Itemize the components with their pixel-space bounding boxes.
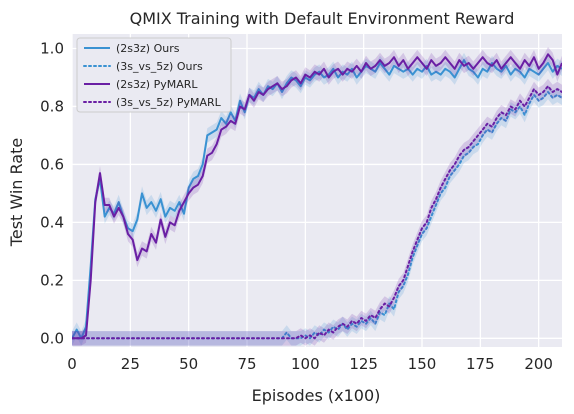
series-line	[72, 85, 562, 340]
x-tick-label: 175	[466, 355, 495, 373]
legend-box	[76, 37, 232, 113]
x-tick-label: 200	[524, 355, 553, 373]
series-line	[72, 53, 562, 340]
y-tick-label: 0.8	[40, 97, 64, 115]
y-tick-label: 0.4	[40, 213, 64, 231]
plot-area: 0 25 50 75 100 125 150 175 200 0.0 0.2 0.4 0.6 0.8 1.0…	[40, 34, 562, 373]
series-group	[72, 47, 562, 346]
x-tick-label: 125	[349, 355, 378, 373]
y-tick-label: 1.0	[40, 39, 64, 57]
y-tick-label: 0.2	[40, 271, 64, 289]
x-axis-label: Episodes (x100)	[252, 386, 381, 405]
y-tick-label: 0.6	[40, 155, 64, 173]
x-tick-label: 100	[291, 355, 320, 373]
chart-title: QMIX Training with Default Environment R…	[130, 9, 515, 28]
legend-label: (2s3z) PyMARL	[116, 78, 198, 91]
x-tick-label: 0	[67, 355, 77, 373]
y-axis-label: Test Win Rate	[7, 138, 26, 247]
legend-label: (3s_vs_5z) PyMARL	[116, 96, 222, 109]
x-tick-label: 75	[237, 355, 256, 373]
legend-label: (3s_vs_5z) Ours	[116, 60, 203, 73]
legend-label: (2s3z) Ours	[116, 42, 180, 55]
x-tick-label: 150	[408, 355, 437, 373]
x-tick-label: 50	[179, 355, 198, 373]
series-confidence-band	[72, 78, 562, 346]
y-tick-label: 0.0	[40, 329, 64, 347]
legend: (2s3z) Ours (3s_vs_5z) Ours (2s3z) PyMARL (…	[76, 37, 232, 113]
x-tick-label: 25	[121, 355, 140, 373]
